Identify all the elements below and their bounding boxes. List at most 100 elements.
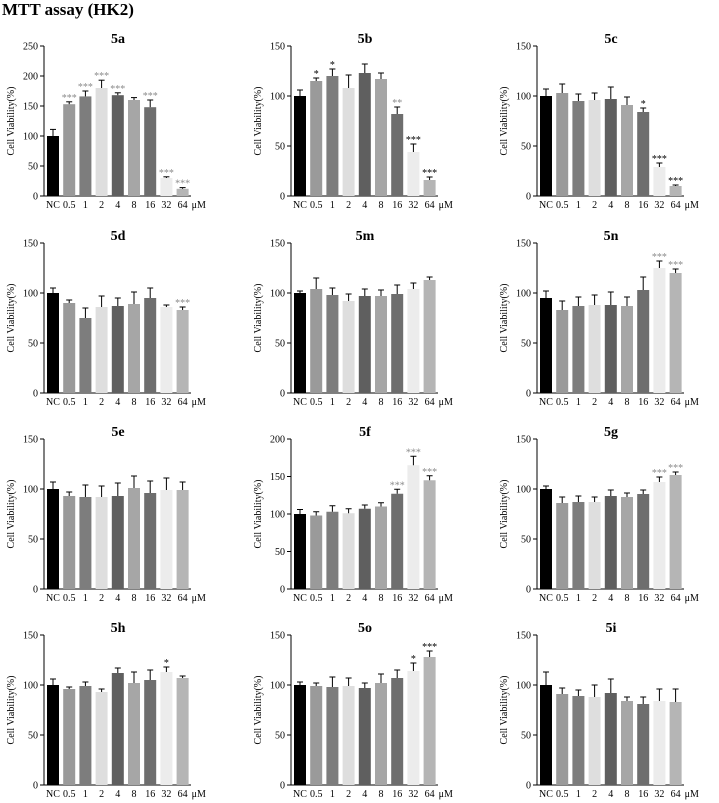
y-axis-label: Cell Viability(%) [499,480,510,549]
bar [294,514,306,589]
x-tick-label: NC [539,789,553,800]
x-unit-label: μM [192,397,206,408]
x-tick-label: 2 [346,593,351,604]
x-unit-label: μM [685,789,699,800]
bar [604,693,617,785]
x-tick-label: 8 [379,200,384,211]
x-tick-label: 64 [178,200,188,211]
x-tick-label: 0.5 [310,593,323,604]
significance-label: *** [175,179,190,190]
bar [176,490,189,589]
chart-title: 5n [604,229,619,244]
bar [604,305,617,393]
bar [407,465,420,589]
y-tick-label: 50 [28,535,38,546]
y-tick-label: 150 [516,631,531,642]
y-axis-label: Cell Viability(%) [6,87,17,156]
x-tick-label: NC [539,200,553,211]
x-tick-label: 32 [408,593,418,604]
x-tick-label: 32 [654,200,664,211]
x-tick-label: NC [293,593,307,604]
x-tick-label: 2 [99,593,104,604]
chart-5e: 5e 0 50 100 150 Cell Viability(%) NC 0.5 1 2 4 8 16 3… [6,425,206,604]
x-tick-label: 2 [99,789,104,800]
x-tick-label: 4 [115,593,120,604]
y-tick-label: 100 [23,681,38,692]
y-tick-label: 0 [526,781,531,792]
x-tick-label: 16 [638,789,648,800]
x-tick-label: 4 [362,397,367,408]
x-tick-label: 16 [392,200,402,211]
bar [95,88,108,196]
bar [310,289,323,393]
bar [95,307,108,393]
y-tick-label: 100 [516,92,531,103]
x-tick-label: 64 [671,593,681,604]
bar [294,293,306,393]
x-unit-label: μM [685,593,699,604]
bar [128,100,140,196]
x-tick-label: 64 [425,397,435,408]
bar [588,502,601,589]
bar [653,701,666,785]
x-tick-label: 4 [608,200,613,211]
bar [144,680,157,785]
x-tick-label: 8 [625,789,630,800]
x-tick-label: 0.5 [63,593,76,604]
bar [326,295,339,393]
y-tick-label: 50 [521,339,531,350]
x-tick-label: 64 [178,789,188,800]
y-axis-label: Cell Viability(%) [499,284,510,353]
chart-5b: 5b 0 50 100 150 Cell Viability(%) NC * 0.5 * 1 2 4 8 *… [253,32,453,211]
x-tick-label: 16 [638,397,648,408]
x-tick-label: 1 [576,593,581,604]
bar [326,511,339,589]
bar [556,93,569,196]
x-tick-label: NC [46,593,60,604]
bar [621,497,633,589]
y-axis-label: Cell Viability(%) [253,676,264,745]
y-tick-label: 100 [23,132,38,143]
x-tick-label: 1 [83,593,88,604]
y-tick-label: 150 [270,42,285,53]
x-tick-label: 32 [654,789,664,800]
bar [653,268,666,393]
bar [160,178,173,196]
x-tick-label: 16 [145,200,155,211]
bar [621,105,633,196]
chart-title: 5o [358,621,372,636]
bar [128,488,140,589]
chart-title: 5m [356,229,375,244]
bar [588,100,601,196]
chart-5d: 5d 0 50 100 150 Cell Viability(%) NC 0.5 1 2 4 8 16 3… [6,229,206,408]
x-unit-label: μM [685,397,699,408]
significance-label: *** [652,252,667,263]
x-tick-label: 8 [625,593,630,604]
x-tick-label: NC [46,397,60,408]
x-tick-label: 2 [592,789,597,800]
x-tick-label: 32 [161,200,171,211]
bar [637,290,650,393]
x-tick-label: 2 [346,397,351,408]
bar [79,686,92,785]
bar [375,296,387,393]
bar [79,96,92,196]
bar [540,489,552,589]
bar [604,496,617,589]
y-axis-label: Cell Viability(%) [6,284,17,353]
x-tick-label: 1 [330,200,335,211]
bar [144,493,157,589]
y-tick-label: 50 [275,731,285,742]
bar [358,508,371,589]
bar [572,306,585,393]
bar [111,306,124,393]
bar [669,186,682,196]
bar [423,280,436,393]
x-tick-label: 16 [145,789,155,800]
bar [160,490,173,589]
y-tick-label: 150 [270,472,285,483]
x-tick-label: 32 [654,593,664,604]
bar [63,104,76,196]
chart-5i: 5i 0 50 100 150 Cell Viability(%) NC 0.5 1 2 4 8 16 3… [499,621,699,800]
